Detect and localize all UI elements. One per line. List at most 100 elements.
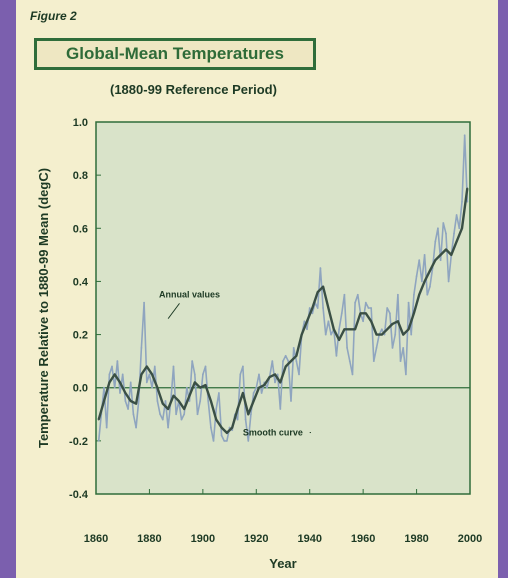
data-point-smooth [364, 312, 367, 315]
data-point-annual [244, 418, 247, 421]
data-point-smooth [386, 328, 389, 331]
data-point-annual [426, 293, 429, 296]
data-point-annual [212, 439, 215, 442]
data-point-annual [201, 373, 204, 376]
data-point-annual [151, 386, 154, 389]
data-point-smooth [140, 373, 143, 376]
data-point-annual [215, 408, 218, 410]
data-point-annual [239, 373, 242, 376]
data-point-annual [375, 346, 378, 349]
data-point-smooth [167, 408, 170, 410]
x-tick-label: 1960 [351, 533, 375, 545]
data-point-annual [306, 328, 308, 331]
data-point-annual [143, 301, 145, 304]
data-point-annual [226, 439, 228, 442]
data-point-annual [113, 386, 116, 389]
data-point-annual [429, 285, 431, 288]
data-point-annual [193, 373, 196, 376]
data-point-annual [250, 413, 252, 416]
data-point-smooth [172, 394, 175, 397]
data-point-annual [127, 408, 129, 410]
annotation-label: Annual values [159, 289, 220, 299]
data-point-annual [164, 400, 167, 402]
data-point-annual [108, 373, 111, 376]
data-point-annual [103, 386, 105, 389]
data-point-annual [399, 360, 402, 363]
data-point-smooth [193, 381, 196, 384]
data-point-annual [121, 373, 124, 376]
data-point-annual [439, 259, 442, 262]
data-point-annual [442, 222, 445, 224]
data-point-annual [274, 381, 276, 384]
y-tick-label: 0.0 [73, 383, 88, 395]
data-point-annual [97, 439, 100, 442]
data-point-annual [105, 426, 108, 429]
data-point-annual [343, 293, 346, 296]
data-point-smooth [423, 280, 426, 283]
data-point-smooth [183, 408, 186, 410]
data-point-annual [124, 400, 127, 402]
data-point-annual [351, 373, 354, 376]
y-tick-label: 0.6 [73, 223, 88, 235]
x-tick-label: 1980 [404, 533, 428, 545]
data-point-smooth [135, 402, 137, 405]
data-point-annual [185, 386, 188, 389]
data-point-smooth [466, 187, 469, 190]
data-point-smooth [124, 392, 127, 394]
data-point-annual [348, 360, 351, 363]
x-tick-label: 1880 [137, 533, 161, 545]
data-point-smooth [226, 431, 228, 434]
data-point-annual [421, 280, 423, 283]
data-point-annual [394, 333, 397, 336]
data-point-smooth [332, 328, 335, 331]
figure-label: Figure 2 [30, 9, 77, 23]
series-smooth [97, 187, 469, 435]
x-tick-label: 1920 [244, 533, 268, 545]
data-point-smooth [359, 312, 362, 315]
data-point-annual [228, 426, 231, 429]
data-point-annual [316, 307, 319, 309]
data-point-annual [188, 400, 191, 402]
data-point-annual [116, 360, 119, 363]
data-point-annual [458, 227, 461, 230]
data-point-annual [287, 360, 290, 363]
data-point-annual [290, 400, 292, 402]
data-point-annual [196, 413, 199, 416]
y-tick-label: -0.2 [69, 436, 88, 448]
data-point-smooth [461, 227, 463, 230]
data-point-annual [388, 312, 391, 315]
data-point-annual [199, 400, 202, 402]
y-tick-label: 0.4 [73, 276, 89, 288]
data-point-annual [415, 275, 418, 278]
data-point-smooth [263, 384, 266, 386]
data-point-annual [279, 408, 282, 410]
data-point-smooth [188, 394, 191, 397]
data-point-annual [284, 354, 287, 357]
data-point-annual [322, 307, 324, 309]
data-point-annual [303, 320, 306, 323]
data-point-smooth [119, 381, 121, 384]
data-point-annual [129, 381, 132, 384]
data-point-smooth [247, 413, 250, 416]
data-point-annual [354, 301, 357, 304]
data-point-smooth [396, 320, 399, 323]
data-point-annual [434, 240, 437, 243]
data-point-annual [461, 200, 463, 203]
data-point-smooth [338, 338, 340, 341]
data-point-smooth [391, 323, 394, 325]
data-point-smooth [156, 386, 159, 389]
plot-area [95, 121, 471, 495]
data-point-annual [407, 301, 410, 304]
y-tick-label: -0.4 [69, 489, 89, 501]
x-tick-label: 1940 [297, 533, 321, 545]
data-point-annual [137, 400, 140, 402]
data-point-smooth [252, 400, 255, 402]
data-point-smooth [322, 285, 324, 288]
data-point-smooth [258, 386, 260, 389]
data-point-smooth [434, 259, 437, 262]
data-point-annual [356, 293, 359, 296]
data-point-annual [383, 333, 386, 336]
data-point-smooth [268, 376, 271, 378]
chart-title-box: Global-Mean Temperatures [34, 38, 316, 70]
